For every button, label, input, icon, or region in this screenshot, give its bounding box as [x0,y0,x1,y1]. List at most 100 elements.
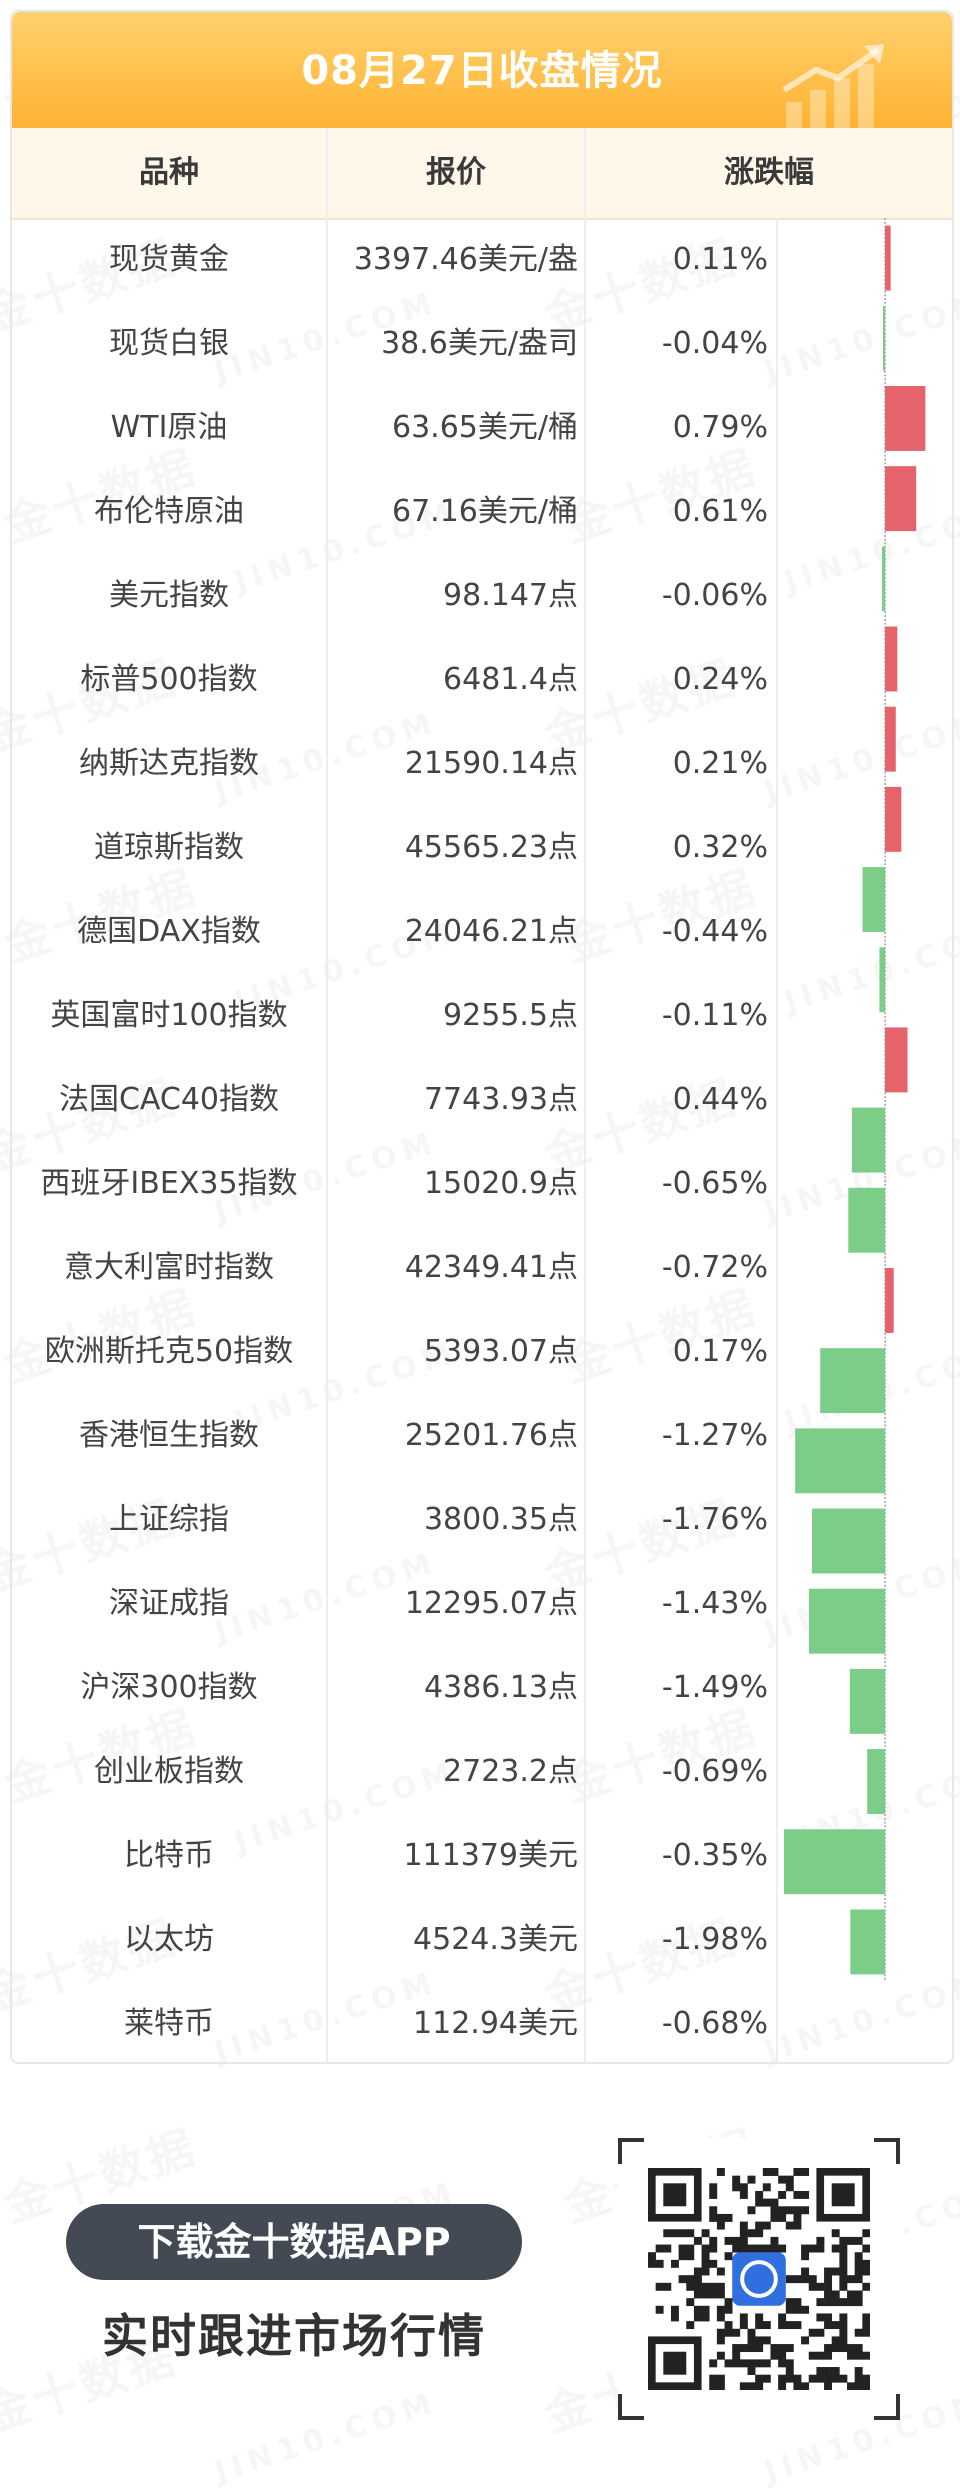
qr-module [847,2382,855,2390]
qr-module [686,2252,695,2261]
table-row: 标普500指数 6481.4点 0.24% [12,638,952,722]
qr-module [862,2321,870,2330]
qr-module [831,2344,840,2353]
qr-module [770,2344,779,2353]
qr-module [847,2298,855,2307]
jin10-logo-icon [740,2260,778,2298]
change-bar [795,1428,886,1494]
row-change: 0.11% [672,242,768,277]
qr-corner-mark [874,2138,900,2164]
row-name: 美元指数 [109,578,229,613]
qr-module [831,2336,840,2345]
qr-module [709,2282,718,2291]
table-row: 沪深300指数 4386.13点 -1.49% [12,1646,952,1730]
change-bar [849,1668,886,1734]
qr-module [854,2382,863,2390]
row-name: 意大利富时指数 [64,1250,274,1285]
qr-module [693,2305,702,2314]
qr-module [686,2298,695,2307]
row-price: 112.94美元 [413,2006,578,2041]
qr-module [716,2282,725,2291]
qr-module [755,2336,764,2345]
qr-corner-mark [618,2394,644,2420]
qr-module [663,2244,672,2253]
qr-module [839,2275,848,2284]
table-row: 莱特币 112.94美元 -0.68% [12,1982,952,2062]
qr-module [816,2313,825,2322]
download-app-button[interactable]: 下载金十数据APP [66,2204,522,2280]
table-row: 布伦特原油 67.16美元/桶 0.61% [12,470,952,554]
table-row: 法国CAC40指数 7743.93点 0.44% [12,1058,952,1142]
qr-module [724,2236,733,2245]
change-bar [885,626,898,692]
qr-module [862,2267,870,2276]
watermark-text: JIN10.COM [210,2385,442,2490]
qr-module [762,2198,771,2207]
qr-module [824,2382,833,2390]
column-header-price: 报价 [426,155,486,190]
qr-module [831,2229,840,2238]
qr-module [793,2275,802,2284]
qr-corner-mark [618,2138,644,2164]
qr-module [670,2305,679,2314]
qr-module [808,2351,817,2360]
row-name: 沪深300指数 [80,1670,258,1705]
qr-module [739,2321,748,2330]
row-price: 4524.3美元 [413,1922,578,1957]
qr-module [816,2351,825,2360]
qr-module [693,2275,702,2284]
qr-module [747,2344,756,2353]
row-price: 42349.41点 [404,1250,578,1285]
qr-module [739,2183,748,2192]
qr-module [854,2328,863,2337]
qr-module [747,2328,756,2337]
qr-module [716,2290,725,2299]
qr-module [770,2244,779,2253]
qr-module [785,2206,794,2215]
qr-module [854,2351,863,2360]
qr-module [785,2367,794,2375]
qr-module [824,2374,833,2383]
row-change: -0.44% [661,914,768,949]
qr-module [824,2298,833,2307]
qr-module [732,2183,741,2192]
qr-module [854,2290,863,2299]
table-row: 现货黄金 3397.46美元/盎司 0.11% [12,218,952,361]
qr-module [785,2359,794,2368]
qr-module [808,2328,817,2337]
qr-module [824,2275,833,2284]
qr-module [701,2259,710,2268]
change-bar [808,1588,886,1654]
qr-module [747,2359,756,2368]
qr-module [762,2321,771,2330]
qr-module [770,2351,779,2360]
qr-module [716,2305,725,2314]
qr-module [732,2344,741,2353]
qr-module [854,2236,863,2245]
qr-module [686,2244,695,2253]
qr-module [739,2190,748,2199]
qr-module [701,2229,710,2238]
qr-module [747,2367,756,2375]
market-close-card: 08月27日收盘情况 品种 报价 涨跌幅 现货黄金 3397.46美元/盎司 0.1… [10,10,954,2064]
qr-module [762,2336,771,2345]
change-bar [885,706,896,772]
qr-module [839,2282,848,2291]
promo-subtitle: 实时跟进市场行情 [102,2309,486,2363]
qr-module [709,2244,718,2253]
qr-module [755,2382,764,2390]
qr-module [732,2359,741,2368]
row-price: 9255.5点 [443,998,578,1033]
title-bar: 08月27日收盘情况 [12,12,952,128]
row-change: -0.68% [661,2006,768,2041]
qr-module [762,2221,771,2230]
table-row: 西班牙IBEX35指数 15020.9点 -0.65% [12,1142,952,1226]
qr-module [762,2244,771,2253]
qr-module [839,2336,848,2345]
row-change: 0.44% [672,1082,768,1117]
table-row: 深证成指 12295.07点 -1.43% [12,1562,952,1646]
bar-chart-arrow-icon [782,44,884,128]
qr-module [701,2267,710,2276]
qr-module [755,2190,764,2199]
qr-module [831,2267,840,2276]
